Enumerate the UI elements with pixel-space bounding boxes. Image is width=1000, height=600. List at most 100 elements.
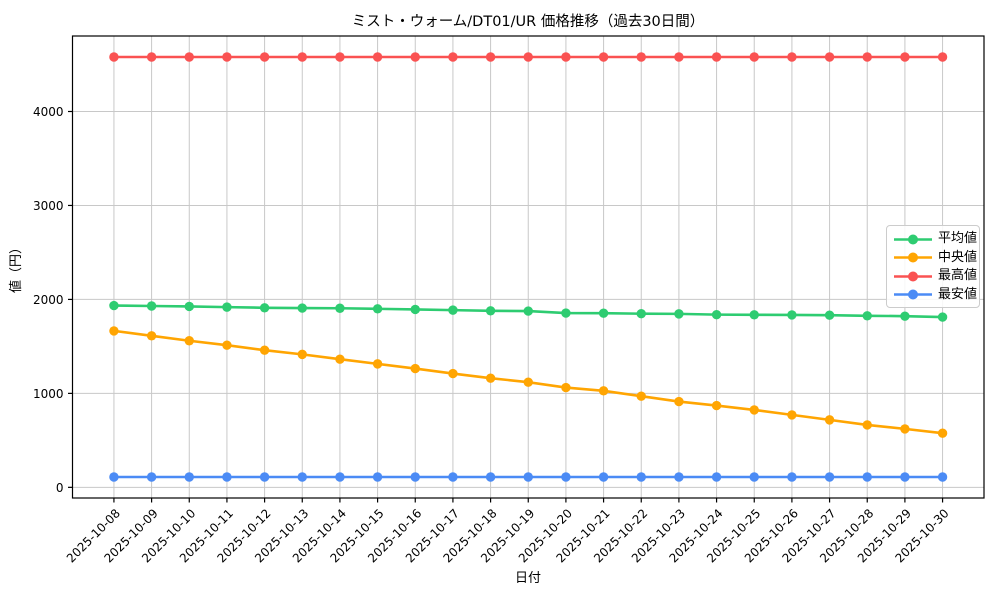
data-point-marker: [259, 303, 270, 313]
data-point-marker: [937, 428, 948, 438]
data-point-marker: [598, 386, 609, 396]
data-point-marker: [674, 472, 684, 482]
data-point-marker: [900, 52, 910, 62]
y-axis-label: 値（円）: [8, 241, 24, 293]
data-point-marker: [636, 391, 646, 401]
data-point-marker: [900, 472, 910, 482]
data-point-marker: [222, 302, 232, 312]
data-point-marker: [485, 52, 496, 62]
data-point-marker: [372, 52, 383, 62]
data-point-marker: [598, 472, 609, 482]
data-point-marker: [824, 52, 835, 62]
data-point-marker: [749, 472, 759, 482]
data-point-marker: [523, 472, 533, 482]
legend-line-marker-icon: [894, 234, 932, 245]
data-point-marker: [674, 309, 684, 319]
data-point-marker: [184, 52, 194, 62]
data-point-marker: [146, 301, 157, 311]
data-point-marker: [146, 52, 157, 62]
data-point-marker: [297, 303, 307, 313]
legend-label: 最高値: [938, 268, 978, 284]
data-point-marker: [184, 336, 194, 346]
data-point-marker: [109, 300, 119, 311]
data-point-marker: [222, 340, 232, 350]
legend: 平均値中央値最高値最安値: [886, 225, 980, 308]
legend-marker-sample: [908, 234, 918, 245]
data-point-marker: [410, 304, 420, 315]
data-point-marker: [297, 472, 307, 482]
data-point-marker: [824, 310, 835, 320]
data-point-marker: [711, 472, 722, 482]
data-point-marker: [674, 52, 684, 62]
data-point-marker: [297, 349, 307, 360]
legend-label: 最安値: [938, 286, 978, 302]
data-point-marker: [937, 52, 948, 62]
legend-marker-sample: [908, 252, 918, 263]
data-point-marker: [862, 420, 872, 430]
data-point-marker: [787, 310, 797, 320]
data-point-marker: [711, 400, 722, 411]
data-point-marker: [824, 472, 835, 482]
data-point-marker: [109, 52, 119, 62]
y-tick-label: 2000: [33, 293, 64, 307]
x-axis-label: 日付: [515, 571, 541, 586]
chart-title: ミスト・ウォーム/DT01/UR 価格推移（過去30日間）: [352, 13, 705, 30]
data-point-marker: [184, 472, 194, 482]
data-point-marker: [184, 301, 194, 312]
data-point-marker: [636, 52, 646, 62]
y-tick-label: 1000: [33, 387, 64, 401]
data-point-marker: [674, 396, 684, 407]
legend-label: 中央値: [938, 249, 978, 265]
grid-lines: [72, 36, 984, 498]
data-point-marker: [862, 311, 872, 321]
data-point-marker: [636, 308, 646, 319]
data-point-marker: [448, 472, 458, 482]
data-point-marker: [561, 472, 571, 482]
data-point-marker: [448, 52, 458, 62]
data-point-marker: [410, 472, 420, 482]
data-point-marker: [937, 472, 948, 482]
legend-line-marker-icon: [894, 289, 932, 300]
legend-line-marker-icon: [894, 271, 932, 282]
data-point-marker: [862, 52, 872, 62]
data-point-marker: [787, 52, 797, 62]
data-point-marker: [259, 345, 270, 355]
data-point-marker: [485, 306, 496, 316]
data-point-marker: [372, 304, 383, 314]
data-point-marker: [335, 303, 345, 313]
data-point-marker: [711, 52, 722, 62]
data-point-marker: [598, 52, 609, 62]
data-point-marker: [900, 311, 910, 321]
data-point-marker: [448, 368, 458, 379]
data-point-marker: [523, 306, 533, 316]
data-point-marker: [598, 308, 609, 318]
data-point-marker: [824, 415, 835, 425]
data-point-marker: [372, 472, 383, 482]
data-point-marker: [259, 52, 270, 62]
data-point-marker: [222, 52, 232, 62]
data-point-marker: [335, 354, 345, 364]
legend-marker-sample: [908, 271, 918, 282]
data-point-marker: [410, 363, 420, 374]
legend-line-marker-icon: [894, 252, 932, 263]
y-tick-label: 3000: [33, 199, 64, 213]
data-point-marker: [259, 472, 270, 482]
data-series: [109, 52, 948, 482]
legend-marker-sample: [908, 289, 918, 300]
data-point-marker: [561, 382, 571, 393]
y-tick-label: 0: [56, 481, 64, 495]
data-point-marker: [787, 472, 797, 482]
axis-ticks-and-labels: 2025-10-082025-10-092025-10-102025-10-11…: [33, 105, 952, 565]
data-point-marker: [335, 52, 345, 62]
data-point-marker: [523, 52, 533, 62]
data-point-marker: [523, 377, 533, 387]
y-tick-label: 4000: [33, 105, 64, 119]
data-point-marker: [372, 359, 383, 369]
data-point-marker: [561, 52, 571, 62]
data-point-marker: [146, 331, 157, 341]
legend-item-0: 平均値: [893, 230, 977, 248]
data-point-marker: [749, 405, 759, 415]
data-point-marker: [862, 472, 872, 482]
legend-label: 平均値: [938, 231, 978, 247]
